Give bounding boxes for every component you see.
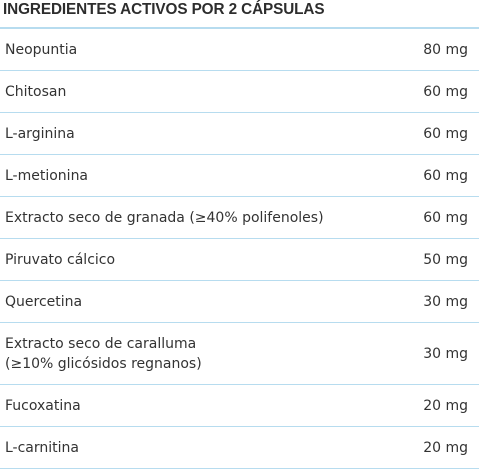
table-row: Chitosan 60 mg xyxy=(0,71,479,113)
table-row: L-arginina 60 mg xyxy=(0,113,479,155)
table-row: Neopuntia 80 mg xyxy=(0,29,479,71)
table-row: Quercetina 30 mg xyxy=(0,281,479,323)
ingredient-amount: 60 mg xyxy=(423,167,468,184)
ingredient-amount: 20 mg xyxy=(423,439,468,456)
ingredient-amount: 50 mg xyxy=(423,251,468,268)
table-header: INGREDIENTES ACTIVOS POR 2 CÁPSULAS xyxy=(0,0,479,29)
ingredient-list: Neopuntia 80 mg Chitosan 60 mg L-arginin… xyxy=(0,29,479,469)
ingredient-amount: 60 mg xyxy=(423,83,468,100)
ingredient-name: L-arginina xyxy=(5,125,75,142)
ingredient-amount: 60 mg xyxy=(423,125,468,142)
ingredient-amount: 30 mg xyxy=(423,345,468,362)
ingredient-name: Extracto seco de granada (≥40% polifenol… xyxy=(5,209,324,226)
ingredient-name: L-carnitina xyxy=(5,439,79,456)
ingredient-name: Extracto seco de caralluma (≥10% glicósi… xyxy=(5,335,202,372)
table-row: Piruvato cálcico 50 mg xyxy=(0,239,479,281)
table-row: Extracto seco de granada (≥40% polifenol… xyxy=(0,197,479,239)
table-row: Fucoxatina 20 mg xyxy=(0,385,479,427)
table-row: L-carnitina 20 mg xyxy=(0,427,479,469)
ingredient-amount: 30 mg xyxy=(423,293,468,310)
ingredient-name: Piruvato cálcico xyxy=(5,251,116,268)
table-row: L-metionina 60 mg xyxy=(0,155,479,197)
ingredient-name: L-metionina xyxy=(5,167,89,184)
table-row: Extracto seco de caralluma (≥10% glicósi… xyxy=(0,323,479,385)
ingredient-amount: 80 mg xyxy=(423,41,468,58)
ingredient-name: Chitosan xyxy=(5,83,67,100)
ingredient-name: Quercetina xyxy=(5,293,83,310)
ingredient-amount: 60 mg xyxy=(423,209,468,226)
ingredient-amount: 20 mg xyxy=(423,397,468,414)
ingredient-name: Fucoxatina xyxy=(5,397,81,414)
ingredient-name: Neopuntia xyxy=(5,41,78,58)
